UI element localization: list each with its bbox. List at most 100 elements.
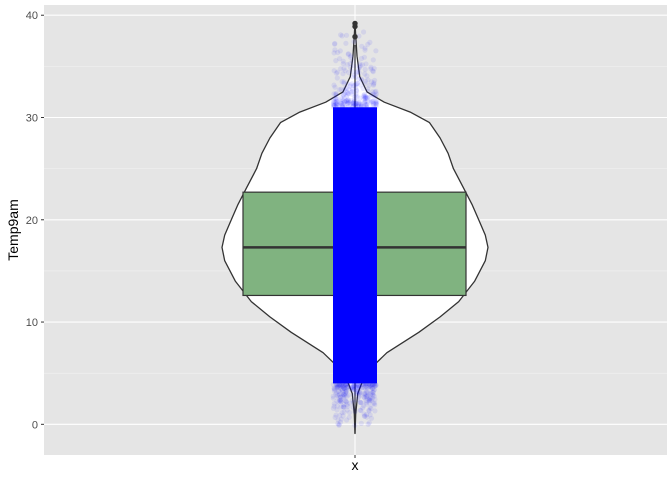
jitter-point (358, 102, 364, 108)
jitter-point (350, 385, 356, 391)
jitter-point (340, 383, 346, 389)
jitter-point (331, 385, 337, 391)
jitter-point (351, 99, 357, 105)
jitter-point (361, 394, 367, 400)
jitter-point (362, 93, 368, 99)
jitter-point (338, 99, 344, 105)
jitter-point (334, 101, 340, 107)
jitter-point (341, 404, 347, 410)
jitter-point (356, 66, 362, 72)
jitter-point (362, 94, 368, 100)
jitter-point (335, 69, 341, 75)
jitter-point (338, 397, 344, 403)
outlier-point (352, 34, 358, 40)
jitter-point (342, 386, 348, 392)
jitter-point (342, 104, 348, 110)
jitter-point (348, 53, 354, 59)
axis-layer: 0 10 20 30 40 (26, 10, 356, 458)
jitter-point (345, 90, 351, 96)
jitter-point (339, 387, 345, 393)
jitter-point (344, 401, 350, 408)
jitter-point (347, 61, 353, 67)
jitter-point (332, 47, 338, 53)
jitter-point (344, 93, 350, 99)
jitter-point (351, 384, 357, 390)
jitter-point (365, 421, 371, 427)
jitter-point (358, 55, 365, 62)
y-tick-label: 20 (26, 215, 38, 227)
jitter-point (359, 385, 365, 391)
jitter-point (344, 384, 350, 391)
jitter-point (371, 393, 377, 399)
jitter-point (334, 403, 340, 409)
jitter-point (358, 407, 364, 414)
jitter-point (333, 381, 339, 387)
jitter-point (349, 100, 356, 106)
jitter-point (351, 386, 357, 392)
jitter-point (339, 386, 345, 392)
jitter-point (343, 389, 349, 395)
jitter-point (346, 410, 353, 416)
jitter-point (337, 397, 343, 403)
jitter-point (332, 41, 338, 47)
jitter-point (353, 100, 359, 107)
jitter-point (363, 381, 369, 388)
jitter-point (356, 382, 362, 389)
jitter-point (365, 77, 371, 83)
jitter-point (361, 403, 367, 409)
jitter-point (355, 104, 361, 110)
jitter-point (342, 101, 348, 107)
jitter-point (335, 383, 341, 389)
jitter-point (344, 81, 350, 87)
jitter-point (362, 390, 368, 397)
jitter-point (373, 100, 379, 106)
jitter-point (346, 69, 352, 76)
jitter-point (343, 32, 350, 38)
jitter-point (373, 91, 380, 97)
jitter-point (374, 99, 380, 105)
jitter-point (365, 98, 371, 104)
jitter-point (354, 80, 360, 86)
jitter-point (356, 100, 362, 107)
jitter-point (349, 58, 355, 64)
jitter-point (372, 381, 378, 387)
jitter-point (366, 396, 373, 403)
jitter-point (332, 40, 338, 47)
jitter-point (340, 104, 346, 110)
jitter-point (340, 393, 346, 399)
jitter-point (368, 79, 374, 85)
jitter-point (370, 99, 376, 105)
jitter-point (339, 381, 345, 387)
jitter-point (333, 391, 339, 397)
jitter-point (363, 384, 369, 390)
jitter-point (351, 382, 357, 388)
jitter-point (337, 48, 343, 54)
jitter-point (336, 102, 342, 108)
jitter-point (345, 99, 351, 105)
jitter-point (354, 386, 360, 392)
jitter-point (360, 85, 366, 91)
jitter-point (336, 388, 342, 394)
jitter-point (361, 395, 368, 401)
jitter-point (361, 94, 367, 100)
jitter-point (340, 61, 346, 67)
jitter-point (347, 82, 354, 88)
jitter-point (368, 382, 374, 388)
jitter-point (352, 422, 358, 428)
jitter-point (338, 86, 344, 92)
jitter-point (346, 381, 353, 387)
jitter-point (340, 389, 346, 395)
jitter-point (364, 104, 370, 110)
jitter-point (370, 389, 376, 395)
jitter-point (348, 65, 354, 71)
jitter-point (361, 54, 367, 60)
jitter-point (353, 386, 359, 392)
jitter-point (356, 101, 362, 107)
jitter-point (352, 93, 358, 99)
jitter-point (353, 103, 359, 109)
jitter-point (353, 390, 359, 396)
jitter-point (351, 83, 357, 89)
jitter-point (345, 392, 352, 398)
jitter-point (365, 86, 371, 92)
jitter-point (339, 103, 345, 109)
